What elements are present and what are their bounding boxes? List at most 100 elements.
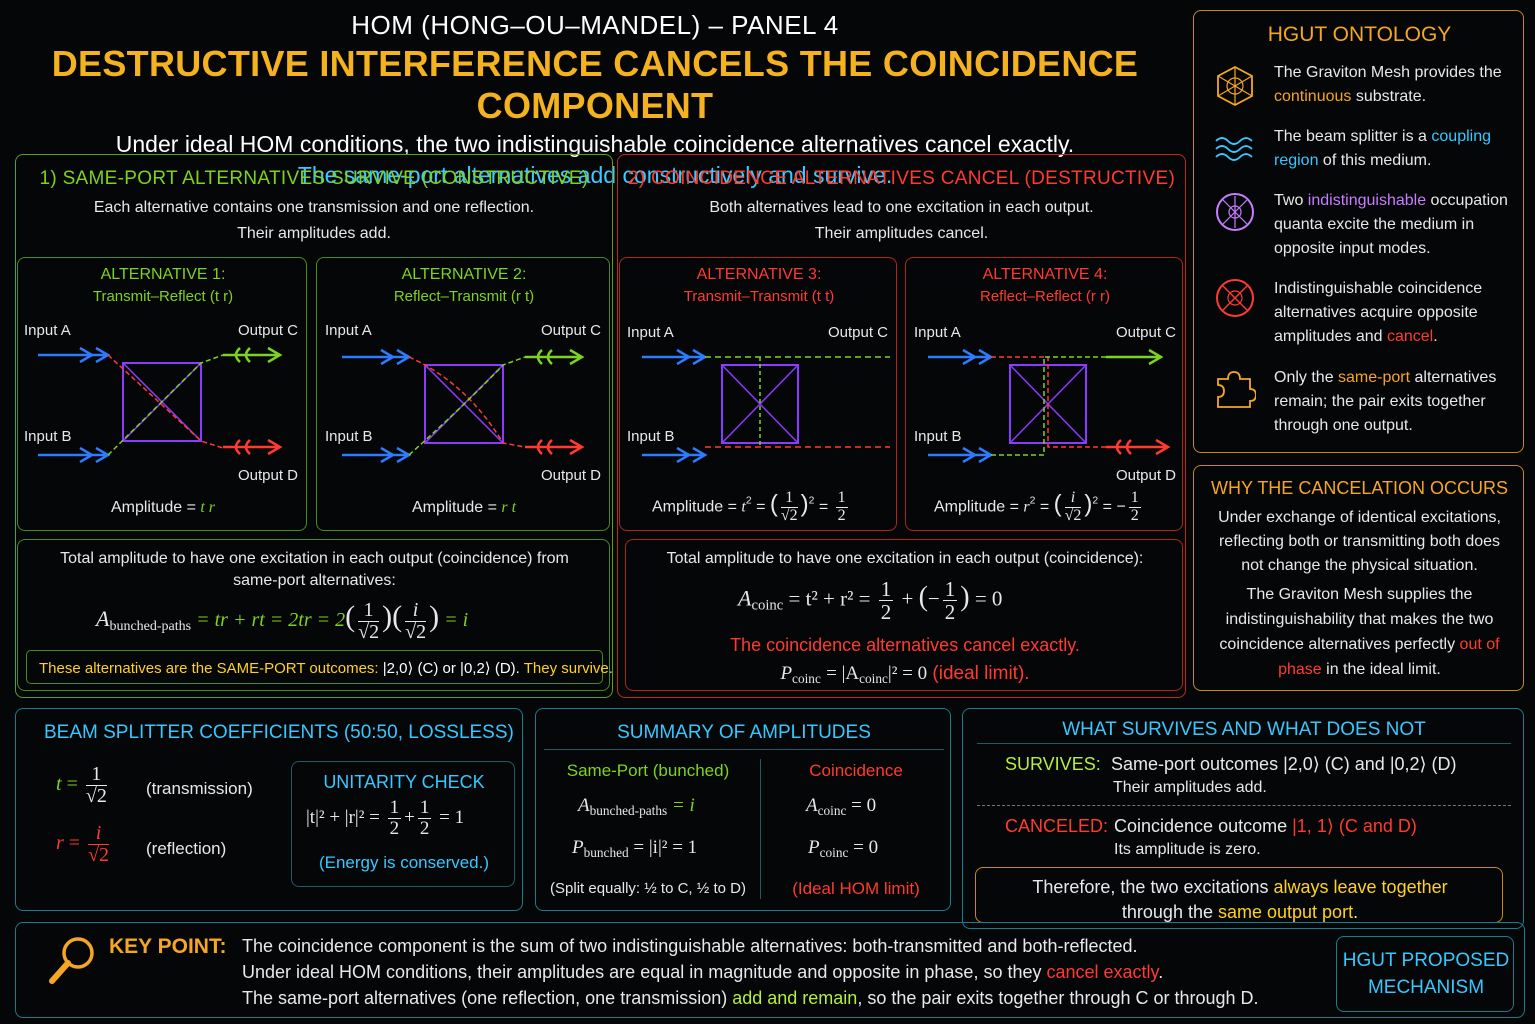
text: occupation quanta excite the medium in o… — [1274, 192, 1508, 257]
r-fraction: i √2 — [88, 823, 110, 866]
summary-panel: SUMMARY OF AMPLITUDES Same-Port (bunched… — [535, 708, 951, 911]
text: of this medium. — [1318, 152, 1432, 169]
key-point-panel: KEY POINT: The coincidence component is … — [15, 922, 1525, 1018]
fraction-numerator: 1 — [387, 797, 402, 819]
text: Coincidence outcome — [1114, 816, 1288, 836]
amplitude-value: r t — [501, 499, 517, 516]
summary-coincidence-amplitude: Acoinc = 0 — [806, 795, 876, 819]
unitarity-rhs: = 1 — [439, 806, 465, 828]
ontology-item-5: Only the same-port alternatives remain; … — [1274, 366, 1514, 438]
badge-line-1: HGUT PROPOSED — [1342, 950, 1510, 971]
survives-label: SURVIVES: — [1005, 754, 1101, 774]
fraction-numerator: 1 — [85, 764, 107, 786]
highlight: out of phase — [1278, 636, 1500, 678]
note-d: (D). — [490, 660, 520, 677]
equation-subscript: bunched-paths — [109, 619, 192, 635]
survives-panel: WHAT SURVIVES AND WHAT DOES NOT SURVIVES… — [962, 708, 1524, 929]
same-port-note: These alternatives are the SAME-PORT out… — [26, 650, 613, 684]
output-d-label: Output D — [540, 467, 601, 484]
survives-divider — [977, 743, 1511, 744]
fraction-denominator: 2 — [944, 600, 956, 625]
subscript: coinc — [819, 845, 849, 860]
beam-splitter-diagram-4 — [928, 348, 1171, 463]
unitarity-lhs: |t|² + |r|² = — [306, 806, 380, 828]
amplitude-fraction: i √2 — [1064, 489, 1082, 525]
fraction-numerator: 1 — [942, 577, 958, 602]
highlight: indistinguishable — [1307, 192, 1427, 209]
symbol: A — [806, 795, 818, 816]
text: through the — [1121, 902, 1218, 922]
probability-eq: = |A — [826, 663, 860, 684]
alternative-1-panel: ALTERNATIVE 1: Transmit–Reflect (t r) In… — [17, 257, 307, 531]
highlight: cancel exactly — [1046, 962, 1159, 982]
mesh-icon — [1217, 65, 1253, 107]
alternative-4-amplitude: Amplitude = r2 = (i √2)2 = −1 2 — [934, 489, 1141, 525]
input-a-label: Input A — [627, 324, 674, 341]
summary-hom-limit: (Ideal HOM limit) — [792, 879, 920, 898]
fraction-denominator: 2 — [389, 817, 400, 839]
amplitude-variable: t — [741, 498, 746, 516]
ontology-item-4: Indistinguishable coincidence alternativ… — [1274, 277, 1514, 349]
key-point-label: KEY POINT: — [109, 935, 227, 958]
input-a-label: Input A — [914, 324, 961, 341]
highlight: |1, 1⟩ (C and D) — [1292, 816, 1417, 836]
r-label: (reflection) — [146, 839, 227, 858]
output-c-label: Output C — [540, 322, 601, 339]
alternative-3-subtitle: Transmit–Transmit (t t) — [683, 288, 835, 305]
result-numerator: 1 — [835, 489, 848, 508]
total-coincidence-text: Total amplitude to have one excitation i… — [666, 550, 1144, 567]
waves-icon — [1215, 137, 1253, 161]
value: = 0 — [851, 795, 877, 816]
subscript: coinc — [817, 803, 847, 818]
fraction-denominator: √2 — [405, 621, 427, 643]
amplitude-power: 2 — [808, 495, 815, 507]
equation-terms: = t² + r² = — [788, 586, 871, 611]
value: = 0 — [853, 837, 879, 858]
badge-line-2: MECHANISM — [1367, 977, 1485, 998]
survives-sub: Their amplitudes add. — [1113, 779, 1267, 796]
alternative-1-title: ALTERNATIVE 1: — [100, 266, 226, 283]
text: substrate. — [1351, 88, 1427, 105]
header-subtitle-2: The same-port alternatives add construct… — [297, 162, 893, 188]
therefore-box: Therefore, the two excitations always le… — [975, 867, 1503, 923]
probability-abs-subscript: coinc — [859, 671, 888, 686]
t-coefficient: t = 1 √2 — [56, 763, 107, 807]
amplitude-power: 2 — [745, 495, 752, 507]
magnifier-icon — [49, 937, 94, 984]
input-b-label: Input B — [325, 428, 373, 445]
amplitude-power: 2 — [1092, 495, 1099, 507]
section-coincidence — [617, 154, 1186, 698]
amplitude-label: Amplitude = — [110, 499, 196, 516]
highlight: same output port — [1217, 902, 1354, 922]
highlight: continuous — [1274, 88, 1352, 105]
summary-column-divider — [760, 759, 761, 899]
section-same-port — [15, 154, 613, 698]
unitarity-check: UNITARITY CHECK |t|² + |r|² = 1 2 +1 2 = 1 … — [291, 761, 515, 887]
probability-subscript: coinc — [792, 671, 821, 686]
same-port-note-text: These alternatives are the SAME-PORT out… — [39, 659, 613, 677]
alternative-2-title: ALTERNATIVE 2: — [401, 266, 527, 283]
summary-coincidence-probability: Pcoinc = 0 — [808, 837, 878, 861]
value: = |i|² = 1 — [633, 837, 698, 858]
summary-bunched-probability: Pbunched = |i|² = 1 — [572, 837, 697, 861]
probability-eq2: |² = 0 — [887, 663, 928, 684]
section-coincidence-desc2: Their amplitudes cancel. — [814, 225, 989, 242]
fraction-denominator: √2 — [88, 844, 110, 866]
input-a-label: Input A — [325, 322, 372, 339]
dashed-divider — [977, 805, 1511, 806]
t-label: (transmission) — [146, 779, 253, 798]
t-fraction: 1 √2 — [85, 764, 107, 807]
text: Therefore, the two excitations — [1032, 877, 1274, 897]
why-panel: WHY THE CANCELATION OCCURS Under exchang… — [1193, 465, 1524, 691]
highlight: cancel — [1386, 328, 1434, 345]
fraction-denominator: √2 — [85, 785, 107, 807]
header: HOM (HONG–OU–MANDEL) – PANEL 4 DESTRUCTI… — [0, 10, 1190, 189]
input-b-label: Input B — [627, 428, 675, 445]
summary-split: (Split equally: ½ to C, ½ to D) — [550, 880, 746, 897]
section-same-port-desc1: Each alternative contains one transmissi… — [93, 199, 535, 216]
section-coincidence-desc1: Both alternatives lead to one excitation… — [709, 199, 1094, 216]
output-d-label: Output D — [237, 467, 298, 484]
total-bunched-panel: Total amplitude to have one excitation i… — [17, 539, 613, 691]
alternative-2-subtitle: Reflect–Transmit (r t) — [393, 288, 535, 305]
